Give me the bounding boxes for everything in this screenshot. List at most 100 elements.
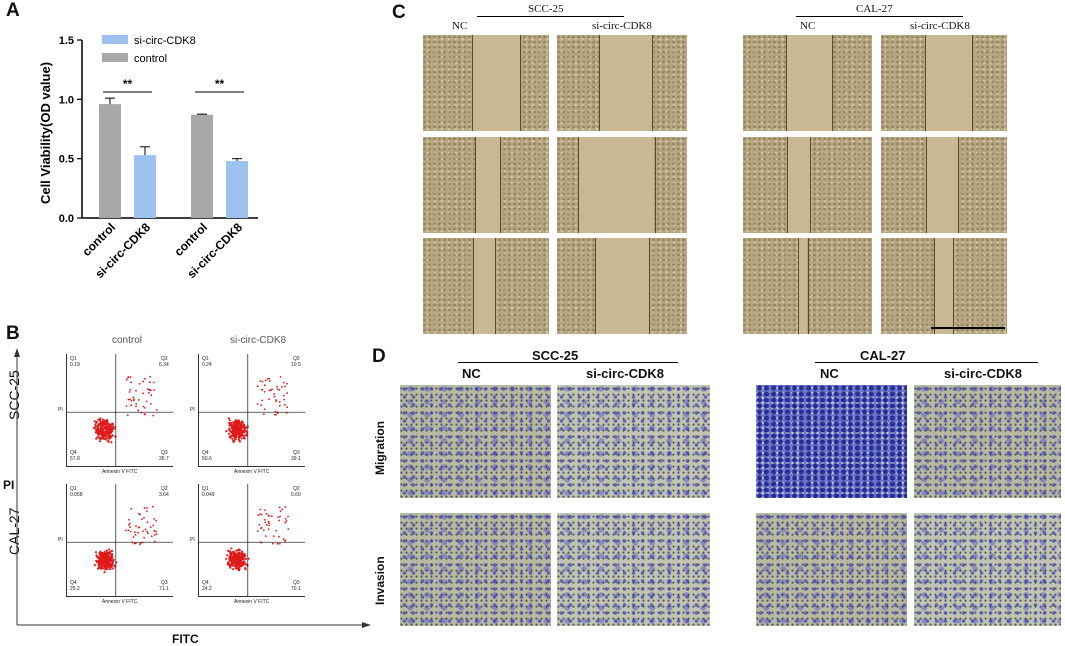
quadrant-label: 3.64 <box>159 492 169 498</box>
wound-edge-line <box>520 35 522 131</box>
wound-edge-line <box>971 35 973 131</box>
panel-label-a: A <box>6 0 20 21</box>
transwell-label-nc-cal27: NC <box>820 366 839 381</box>
wound-edge-line <box>798 238 800 334</box>
flow-col-label-control: control <box>112 335 143 346</box>
wound-edge-line <box>832 35 833 131</box>
quadrant-label: 6.34 <box>159 362 169 368</box>
transwell-image <box>557 385 710 498</box>
quadrant-label: 5.60 <box>291 492 301 498</box>
wound-image <box>743 238 872 334</box>
flow-outer-axes <box>14 348 371 628</box>
quadrant-label: 10.5 <box>291 362 301 368</box>
quadrant-label: Q4 <box>202 450 209 456</box>
transwell-image <box>756 385 907 498</box>
quadrant-label: Q3 <box>293 450 300 456</box>
bar <box>226 161 248 218</box>
quadrant-label: Q3 <box>293 580 300 586</box>
panel-label-c: C <box>392 2 406 23</box>
wound-group-title-scc25: SCC-25 <box>528 3 564 15</box>
quadrant-label: 70.1 <box>291 586 301 592</box>
quadrant-label: Q1 <box>202 486 209 492</box>
quadrant-label: Q4 <box>70 580 77 586</box>
quadrant-label: Q2 <box>161 356 168 362</box>
wound-image <box>881 238 1007 334</box>
quadrant-label: Q2 <box>293 486 300 492</box>
wound-edge-line <box>925 35 927 131</box>
transwell-image <box>400 513 551 626</box>
wound-label-nc-cal27: NC <box>800 20 816 32</box>
wound-gap <box>474 137 500 233</box>
quadrant-label: Q1 <box>70 356 77 362</box>
wound-edge-line <box>810 137 812 233</box>
quadrant-label: Q2 <box>161 486 168 492</box>
significance-mark: ** <box>123 77 133 91</box>
bar <box>134 155 156 218</box>
wound-image <box>881 137 1007 233</box>
quadrant-label: 0.058 <box>70 492 83 498</box>
flow-plot: Q1 0.24 Q2 10.5 Q4 50.6 Q3 39.1 <box>198 354 305 467</box>
transwell-image <box>400 385 551 498</box>
wound-image <box>743 35 872 131</box>
flow-axis-x-label: FITC <box>172 632 199 646</box>
wound-image <box>423 137 549 233</box>
wound-label-si-scc25: si-circ-CDK8 <box>592 20 652 32</box>
flow-scatter <box>67 354 173 466</box>
quadrant-label: 25.2 <box>70 586 80 592</box>
y-tick-label: 0.0 <box>59 213 74 225</box>
quadrant-label: 35.7 <box>159 456 169 462</box>
legend-label: si-circ-CDK8 <box>134 35 196 47</box>
flow-inner-xlabel: Annexin V FITC <box>234 599 270 605</box>
flow-inner-ylabel: PI <box>58 537 63 543</box>
quadrant-label: Q3 <box>161 580 168 586</box>
quadrant-label: 24.2 <box>202 586 212 592</box>
transwell-group-line-scc25 <box>458 362 678 363</box>
quadrant-label: Q1 <box>202 356 209 362</box>
flow-inner-ylabel: PI <box>190 537 195 543</box>
transwell-row-label-migration: Migration <box>373 421 387 475</box>
panel-label-d: D <box>372 346 386 367</box>
wound-image <box>557 35 687 131</box>
quadrant-label: Q4 <box>202 580 209 586</box>
wound-edge-line <box>494 238 496 334</box>
wound-gap <box>577 137 655 233</box>
flow-inner-ylabel: PI <box>190 407 195 413</box>
wound-edge-line <box>577 137 579 233</box>
wound-edge-line <box>933 238 935 334</box>
quadrant-label: 0.049 <box>202 492 215 498</box>
transwell-label-si-cal27: si-circ-CDK8 <box>944 366 1023 381</box>
wound-gap <box>473 238 495 334</box>
wound-group-title-cal27: CAL-27 <box>856 3 893 15</box>
wound-image <box>557 137 687 233</box>
flow-axis-y-label: PI <box>3 478 15 492</box>
wound-gap <box>933 238 953 334</box>
transwell-image <box>914 385 1061 498</box>
wound-gap <box>798 238 808 334</box>
wound-edge-line <box>499 137 501 233</box>
wound-edge-line <box>957 137 959 233</box>
wound-edge-line <box>952 238 954 334</box>
wound-edge-line <box>473 238 475 334</box>
bar <box>191 114 213 218</box>
quadrant-label: 0.19 <box>70 362 80 368</box>
panel-label-b: B <box>6 323 20 344</box>
transwell-group-title-cal27: CAL-27 <box>860 348 906 363</box>
scale-bar <box>931 327 1005 329</box>
transwell-row-label-invasion: Invasion <box>373 556 387 605</box>
y-tick-label: 1.0 <box>59 94 74 106</box>
flow-inner-xlabel: Annexin V FITC <box>234 469 270 475</box>
legend-label: control <box>134 53 167 65</box>
quadrant-label: 39.1 <box>291 456 301 462</box>
wound-edge-line <box>785 35 787 131</box>
quadrant-label: 57.8 <box>70 456 80 462</box>
flow-col-label-si: si-circ-CDK8 <box>230 335 287 346</box>
wound-gap <box>594 238 650 334</box>
wound-image <box>881 35 1007 131</box>
wound-gap <box>785 35 832 131</box>
wound-edge-line <box>926 137 928 233</box>
wound-label-nc-scc25: NC <box>452 20 468 32</box>
flow-scatter <box>67 484 173 596</box>
quadrant-label: 71.1 <box>159 586 169 592</box>
flow-plot: Q1 0.058 Q2 3.64 Q4 25.2 Q3 71.1 <box>66 484 173 597</box>
wound-gap <box>925 35 972 131</box>
